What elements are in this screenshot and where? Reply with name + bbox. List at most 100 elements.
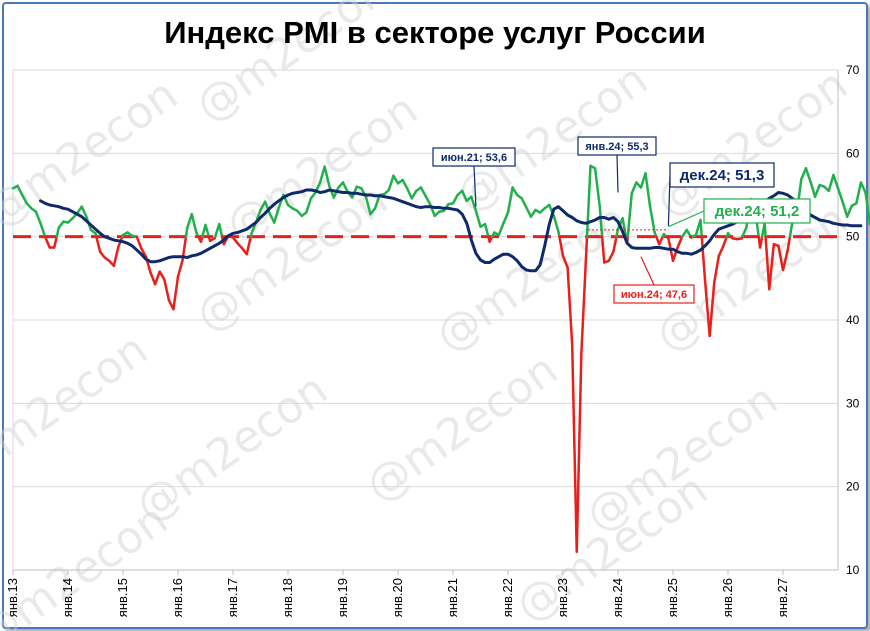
pmi-line-segment — [621, 217, 628, 238]
pmi-line-segment — [713, 254, 721, 284]
y-tick-label: 10 — [846, 563, 860, 577]
pmi-line-segment — [777, 244, 785, 272]
annotation-connector — [473, 165, 477, 207]
x-tick-label: янв.21 — [445, 578, 460, 617]
pmi-line-segment — [387, 174, 395, 192]
pmi-line-segment — [184, 227, 189, 238]
pmi-line-segment — [502, 211, 510, 225]
pmi-line-segment — [497, 222, 505, 237]
pmi-line-segment — [600, 235, 606, 264]
pmi-line-segment — [323, 165, 331, 188]
pmi-line-segment — [700, 235, 707, 283]
annotation-connector — [640, 256, 655, 286]
x-tick-label: янв.17 — [225, 578, 240, 617]
pmi-line-segment — [20, 193, 28, 205]
x-tick-label: янв.24 — [610, 578, 625, 617]
annotation-box — [577, 136, 657, 156]
annotation-box — [613, 284, 695, 304]
axes: 10 20 30 40 50 60 70 янв.13 янв.14 янв.15 янв.16 ян… — [5, 63, 860, 617]
pmi-line-segment — [43, 235, 51, 249]
pmi-line-segment — [318, 165, 326, 184]
pmi-line-segment — [607, 250, 615, 263]
pmi-line-segment — [190, 212, 198, 234]
pmi-line-segment — [575, 352, 583, 553]
pmi-line-segment — [401, 178, 409, 190]
pmi-line-segment — [763, 222, 767, 238]
pmi-line-segment — [804, 167, 812, 183]
pmi-line-segment — [341, 181, 349, 193]
pmi-line-segment — [163, 277, 171, 302]
chart-title: Индекс PMI в секторе услуг России — [164, 15, 706, 50]
pmi-line-segment — [474, 209, 482, 228]
pmi-line-segment — [558, 235, 565, 258]
x-tick-label: янв.25 — [665, 578, 680, 617]
pmi-line-segment — [832, 173, 840, 190]
pmi-line-segment — [717, 244, 725, 258]
pmi-line-segment — [703, 279, 711, 338]
y-tick-label: 70 — [846, 63, 860, 77]
x-tick-label: янв.27 — [775, 578, 790, 617]
x-tick-label: янв.26 — [720, 578, 735, 617]
watermark-text: @m2econ — [127, 364, 337, 533]
y-tick-label: 30 — [846, 396, 860, 410]
x-tick-label: янв.18 — [280, 578, 295, 617]
pmi-line-segment — [112, 245, 120, 268]
pmi-line-segment — [768, 242, 776, 291]
pmi-line-segment — [788, 222, 794, 238]
y-tick-label: 20 — [846, 480, 860, 494]
x-tick-label: янв.20 — [390, 578, 405, 617]
pmi-line-segment — [864, 191, 870, 226]
pmi-line-segment — [585, 164, 592, 238]
annotation-label: янв.24; 55,3 — [585, 141, 648, 153]
pmi-line-segment — [451, 193, 459, 205]
pmi-line-segment — [410, 189, 418, 200]
pmi-line-segment — [520, 197, 528, 209]
pmi-line-segment — [392, 174, 400, 185]
pmi-line-segment — [172, 275, 180, 311]
pmi-line-segment — [204, 223, 211, 238]
pmi-line-segment — [273, 206, 281, 224]
pmi-line-segment — [135, 235, 143, 250]
pmi-line-segment — [364, 195, 372, 216]
pmi-line-segment — [699, 218, 704, 238]
pmi-line-segment — [80, 205, 88, 218]
pmi-line-segment — [506, 186, 514, 214]
pmi-line-segment — [140, 247, 148, 258]
pmi-line-segment — [800, 167, 808, 181]
y-tick-label: 40 — [846, 313, 860, 327]
pmi-line-segment — [580, 257, 588, 356]
pmi-line-segment — [158, 270, 166, 281]
watermark-text: @m2econ — [0, 324, 157, 493]
annotation-label: июн.24; 47,6 — [621, 289, 687, 301]
annotation-box — [432, 147, 516, 167]
pmi-line-segment — [460, 189, 468, 203]
pmi-line-segment — [566, 266, 574, 346]
pmi-line-segment — [561, 254, 569, 269]
pmi-line-segment — [529, 208, 537, 218]
pmi-line-segment — [305, 197, 313, 214]
pmi-line-segment — [245, 235, 253, 256]
pmi-line-segment — [615, 227, 620, 238]
pmi-line-segment — [644, 172, 652, 208]
annotation-label: дек.24; 51,3 — [680, 167, 765, 184]
pmi-line-segment — [593, 167, 601, 208]
pmi-line-segment — [648, 205, 656, 234]
pmi-line-segment — [185, 212, 193, 230]
y-tick-label: 50 — [846, 230, 860, 244]
pmi-line-segment — [16, 184, 24, 197]
pmi-line-segment — [827, 173, 835, 193]
pmi-line-segment — [855, 181, 863, 205]
x-tick-label: янв.13 — [5, 578, 20, 617]
pmi-line-segment — [786, 235, 792, 253]
x-tick-label: янв.23 — [555, 578, 570, 617]
pmi-line-segment — [218, 222, 224, 238]
pmi-line-segment — [813, 183, 821, 198]
pmi-line-segment — [176, 258, 184, 278]
pmi-line-segment — [859, 181, 867, 194]
pmi-line-segment — [483, 222, 490, 238]
pmi-line-segment — [708, 281, 716, 338]
pmi-line-segment — [424, 194, 432, 206]
pmi-line-segment — [841, 200, 849, 218]
